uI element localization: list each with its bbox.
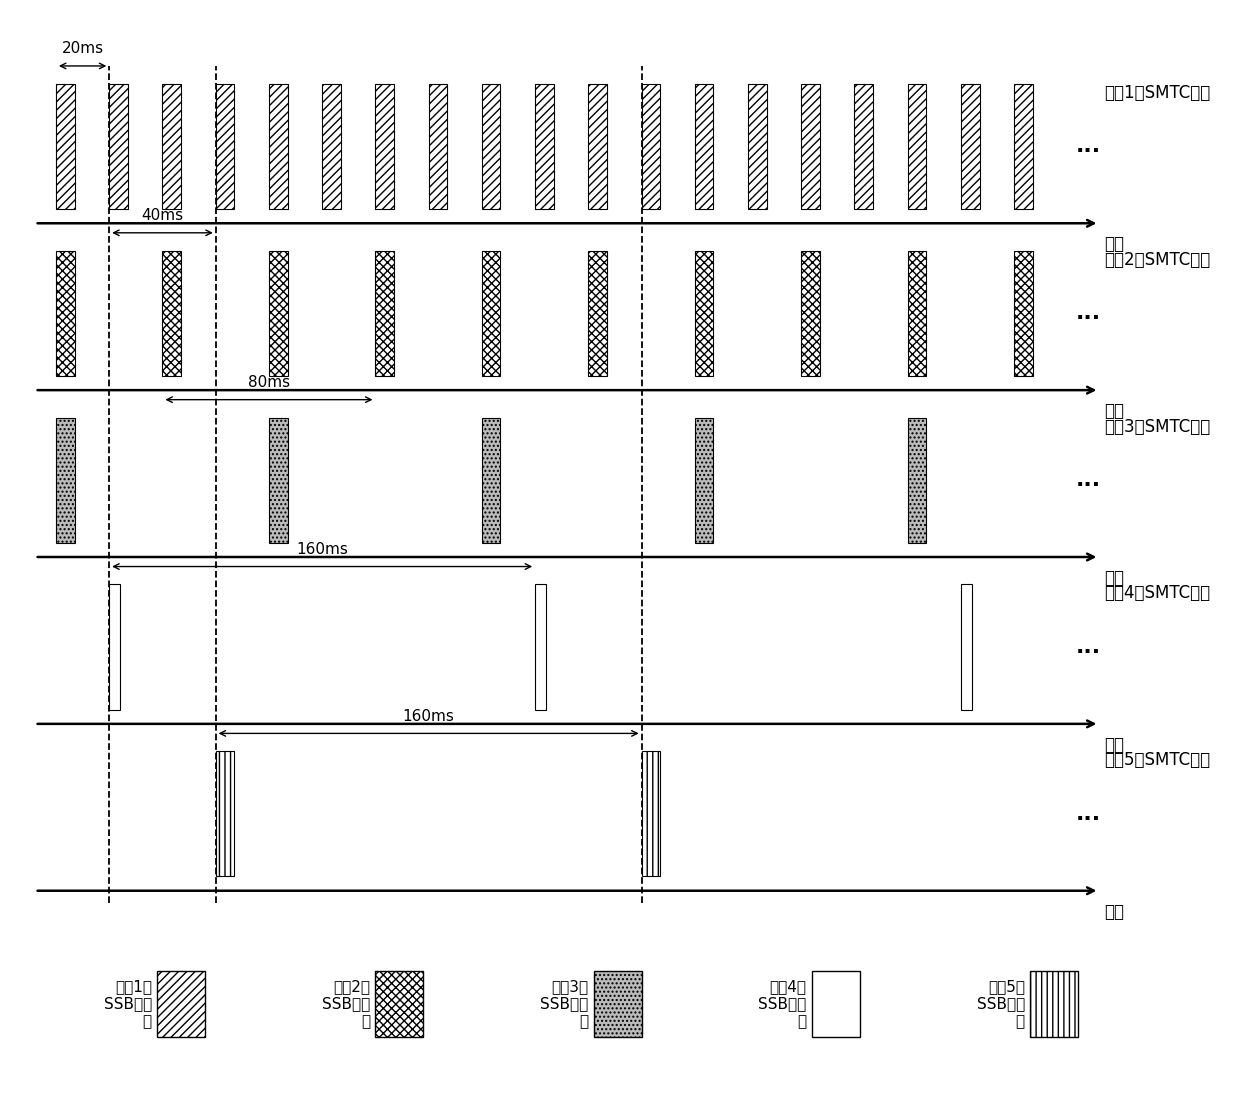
- Bar: [908, 84, 926, 209]
- Bar: [641, 84, 660, 209]
- Bar: [694, 418, 713, 543]
- Bar: [801, 84, 820, 209]
- Text: 载波1的
SSB接收
窗: 载波1的 SSB接收 窗: [104, 979, 151, 1029]
- Bar: [1030, 971, 1078, 1037]
- Bar: [376, 251, 394, 375]
- Bar: [216, 751, 234, 877]
- Text: 载波1的SMTC图样: 载波1的SMTC图样: [1105, 84, 1211, 101]
- Bar: [588, 251, 606, 375]
- Bar: [961, 585, 972, 710]
- Bar: [694, 84, 713, 209]
- Text: ...: ...: [1075, 637, 1100, 657]
- Bar: [908, 418, 926, 543]
- Text: 时间: 时间: [1105, 902, 1125, 920]
- Bar: [594, 971, 641, 1037]
- Bar: [1014, 84, 1033, 209]
- Bar: [56, 251, 74, 375]
- Bar: [748, 84, 766, 209]
- Bar: [109, 585, 120, 710]
- Bar: [482, 84, 501, 209]
- Bar: [157, 971, 205, 1037]
- Bar: [536, 84, 554, 209]
- Text: 时间: 时间: [1105, 402, 1125, 420]
- Text: 载波3的
SSB接收
窗: 载波3的 SSB接收 窗: [541, 979, 588, 1029]
- Bar: [908, 251, 926, 375]
- Text: ...: ...: [1075, 303, 1100, 323]
- Bar: [56, 84, 74, 209]
- Bar: [961, 84, 980, 209]
- Text: ...: ...: [1075, 136, 1100, 156]
- Bar: [694, 251, 713, 375]
- Text: 时间: 时间: [1105, 569, 1125, 587]
- Text: 时间: 时间: [1105, 235, 1125, 253]
- Bar: [109, 84, 128, 209]
- Bar: [56, 418, 74, 543]
- Bar: [269, 84, 288, 209]
- Text: 载波4的SMTC图样: 载波4的SMTC图样: [1105, 585, 1210, 603]
- Bar: [1014, 251, 1033, 375]
- Bar: [812, 971, 859, 1037]
- Text: 160ms: 160ms: [296, 543, 348, 557]
- Bar: [269, 418, 288, 543]
- Text: 160ms: 160ms: [403, 709, 455, 724]
- Text: 40ms: 40ms: [141, 208, 184, 223]
- Text: 载波2的SMTC图样: 载波2的SMTC图样: [1105, 251, 1211, 268]
- Text: 载波2的
SSB接收
窗: 载波2的 SSB接收 窗: [322, 979, 370, 1029]
- Text: ...: ...: [1075, 470, 1100, 490]
- Bar: [801, 251, 820, 375]
- Text: 80ms: 80ms: [248, 375, 290, 390]
- Bar: [854, 84, 873, 209]
- Bar: [429, 84, 448, 209]
- Bar: [536, 585, 546, 710]
- Text: 时间: 时间: [1105, 735, 1125, 754]
- Bar: [162, 84, 181, 209]
- Bar: [162, 251, 181, 375]
- Text: 载波5的SMTC图样: 载波5的SMTC图样: [1105, 751, 1210, 770]
- Text: 载波5的
SSB接收
窗: 载波5的 SSB接收 窗: [977, 979, 1024, 1029]
- Bar: [216, 84, 234, 209]
- Text: 载波3的SMTC图样: 载波3的SMTC图样: [1105, 418, 1211, 436]
- Text: 载波4的
SSB接收
窗: 载波4的 SSB接收 窗: [759, 979, 806, 1029]
- Bar: [641, 751, 660, 877]
- Text: ...: ...: [1075, 804, 1100, 824]
- Text: 20ms: 20ms: [62, 41, 104, 57]
- Bar: [588, 84, 606, 209]
- Bar: [376, 971, 423, 1037]
- Bar: [482, 418, 501, 543]
- Bar: [269, 251, 288, 375]
- Bar: [376, 84, 394, 209]
- Bar: [322, 84, 341, 209]
- Bar: [482, 251, 501, 375]
